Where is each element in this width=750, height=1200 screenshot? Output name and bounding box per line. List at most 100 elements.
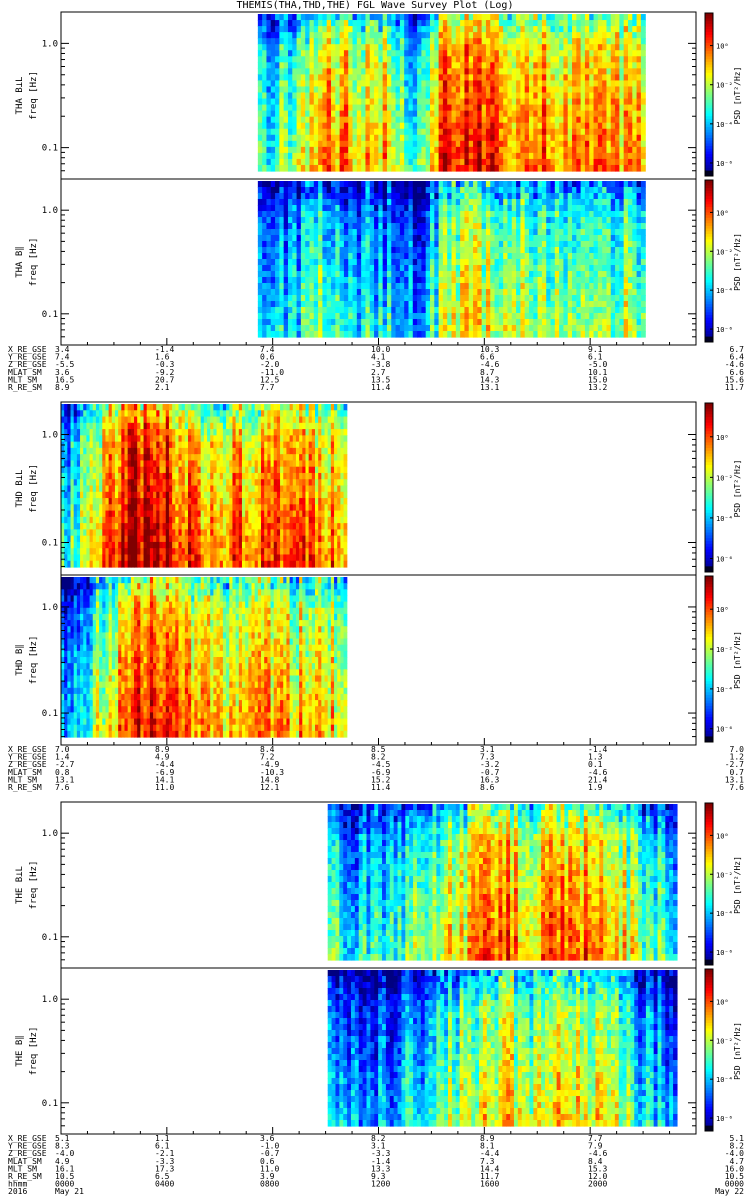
- spectrogram-cell: [417, 223, 422, 230]
- spectrogram-cell: [451, 277, 457, 284]
- spectrogram-cell: [550, 253, 556, 260]
- spectrogram-cell: [361, 14, 367, 21]
- spectrogram-cell: [391, 140, 397, 148]
- spectrogram-cell: [610, 265, 616, 272]
- spectrogram-cell: [490, 289, 496, 296]
- spectrogram-cell: [602, 134, 608, 142]
- spectrogram-cell: [511, 301, 517, 308]
- spectrogram-cell: [382, 289, 388, 296]
- spectrogram-cell: [361, 283, 367, 290]
- spectrogram-cell: [520, 38, 526, 45]
- spectrogram-cell: [421, 307, 427, 314]
- spectrogram-cell: [67, 429, 72, 436]
- spectrogram-cell: [279, 80, 285, 88]
- spectrogram-cell: [640, 301, 646, 308]
- spectrogram-cell: [348, 98, 354, 106]
- spectrogram-cell: [395, 134, 401, 142]
- spectrogram-cell: [494, 152, 500, 160]
- spectrogram-cell: [378, 92, 384, 100]
- spectrogram-cell: [554, 259, 560, 266]
- spectrogram-cell: [64, 460, 68, 468]
- spectrogram-cell: [481, 128, 487, 136]
- spectrogram-cell: [434, 319, 440, 326]
- spectrogram-cell: [451, 313, 457, 320]
- spectrogram-cell: [257, 140, 263, 148]
- spectrogram-cell: [270, 181, 276, 188]
- spectrogram-cell: [602, 68, 608, 75]
- spectrogram-cell: [451, 229, 457, 236]
- spectrogram-cell: [275, 68, 280, 75]
- spectrogram-cell: [485, 164, 491, 172]
- spectrogram-cell: [395, 265, 401, 272]
- spectrogram-cell: [404, 32, 410, 39]
- spectrogram-cell: [632, 301, 638, 308]
- spectrogram-cell: [516, 68, 521, 75]
- spectrogram-cell: [602, 193, 608, 200]
- spectrogram-cell: [356, 86, 362, 94]
- spectrogram-cell: [546, 104, 552, 112]
- spectrogram-cell: [537, 62, 543, 69]
- spectrogram-cell: [270, 32, 276, 39]
- spectrogram-cell: [305, 98, 311, 106]
- spectrogram-cell: [70, 504, 75, 512]
- spectrogram-cell: [627, 241, 633, 248]
- spectrogram-cell: [386, 217, 392, 224]
- spectrogram-cell: [382, 295, 388, 302]
- spectrogram-cell: [524, 38, 530, 45]
- spectrogram-cell: [451, 14, 457, 21]
- spectrogram-cell: [576, 301, 582, 308]
- spectrogram-cell: [477, 104, 483, 112]
- spectrogram-cell: [322, 319, 328, 326]
- spectrogram-cell: [516, 265, 521, 272]
- spectrogram-cell: [430, 92, 435, 100]
- spectrogram-cell: [516, 307, 521, 314]
- spectrogram-cell: [326, 331, 332, 338]
- spectrogram-cell: [619, 313, 625, 320]
- spectrogram-cell: [554, 271, 560, 278]
- spectrogram-cell: [365, 277, 371, 284]
- spectrogram-cell: [61, 548, 65, 556]
- spectrogram-cell: [300, 241, 306, 248]
- spectrogram-cell: [524, 307, 530, 314]
- spectrogram-cell: [343, 68, 349, 75]
- colorbar-step: [705, 293, 713, 297]
- spectrogram-cell: [369, 229, 375, 236]
- spectrogram-cell: [529, 26, 534, 33]
- spectrogram-cell: [619, 116, 625, 124]
- colorbar-step: [705, 269, 713, 273]
- spectrogram-cell: [576, 229, 582, 236]
- spectrogram-cell: [494, 128, 500, 136]
- spectrogram-cell: [391, 223, 397, 230]
- spectrogram-cell: [343, 14, 349, 21]
- spectrogram-cell: [378, 235, 384, 242]
- spectrogram-cell: [507, 146, 513, 154]
- spectrogram-cell: [425, 265, 431, 272]
- spectrogram-cell: [610, 301, 616, 308]
- spectrogram-cell: [524, 331, 530, 338]
- spectrogram-cell: [292, 205, 298, 212]
- spectrogram-cell: [318, 104, 323, 112]
- spectrogram-cell: [550, 128, 556, 136]
- spectrogram-cell: [567, 158, 573, 166]
- spectrogram-cell: [615, 319, 620, 326]
- spectrogram-cell: [425, 26, 431, 33]
- spectrogram-cell: [580, 295, 586, 302]
- spectrogram-cell: [541, 98, 547, 106]
- spectrogram-cell: [520, 68, 526, 75]
- spectrogram-cell: [292, 307, 298, 314]
- spectrogram-cell: [524, 152, 530, 160]
- spectrogram-cell: [589, 247, 595, 254]
- spectrogram-cell: [361, 205, 367, 212]
- colorbar-step: [705, 91, 713, 95]
- spectrogram-cell: [378, 265, 384, 272]
- spectrogram-cell: [468, 223, 474, 230]
- spectrogram-cell: [606, 307, 612, 314]
- spectrogram-cell: [335, 122, 341, 130]
- spectrogram-cell: [361, 331, 367, 338]
- spectrogram-cell: [356, 319, 362, 326]
- spectrogram-cell: [339, 277, 345, 284]
- spectrogram-cell: [529, 110, 534, 118]
- spectrogram-cell: [430, 283, 435, 290]
- spectrogram-cell: [580, 50, 586, 57]
- spectrogram-cell: [503, 44, 509, 51]
